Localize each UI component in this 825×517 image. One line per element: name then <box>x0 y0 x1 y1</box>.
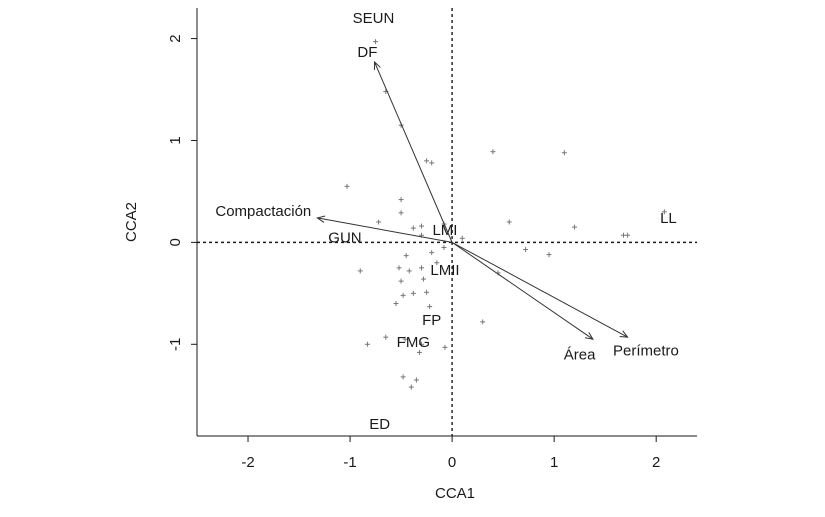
y-tick-label: 1 <box>167 136 184 144</box>
x-tick-label: -1 <box>343 454 356 471</box>
species-point <box>373 39 379 45</box>
plot-frame <box>196 8 697 437</box>
species-point <box>398 210 404 216</box>
species-point <box>441 244 447 250</box>
species-point <box>416 349 422 355</box>
species-point <box>408 384 414 390</box>
species-point <box>546 252 552 258</box>
arrow-label: Perímetro <box>613 342 679 359</box>
biplot-arrow <box>373 60 453 243</box>
arrow-label: Compactación <box>215 203 311 220</box>
species-point <box>424 289 430 295</box>
species-point <box>523 247 529 253</box>
site-label: GUN <box>328 229 361 246</box>
species-point <box>424 158 430 164</box>
y-tick-label: -1 <box>167 338 184 351</box>
site-label: FP <box>422 312 441 329</box>
species-point <box>393 301 399 307</box>
arrow-shaft <box>317 217 453 243</box>
species-point <box>418 223 424 229</box>
species-point <box>398 197 404 203</box>
species-point <box>400 292 406 298</box>
site-label: LMI <box>432 222 457 239</box>
species-point <box>344 183 350 189</box>
arrow-head <box>373 60 381 71</box>
species-point <box>418 341 424 347</box>
species-point <box>376 219 382 225</box>
biplot-arrow: Compactación <box>215 203 453 243</box>
species-point <box>434 260 440 266</box>
site-label: LMII <box>430 262 459 279</box>
species-point <box>383 334 389 340</box>
x-tick-label: 0 <box>448 454 456 471</box>
species-point <box>506 219 512 225</box>
arrow-shaft <box>374 61 453 243</box>
species-point <box>403 253 409 259</box>
species-point <box>459 235 465 241</box>
y-axis-title: CCA2 <box>123 202 140 242</box>
species-point <box>429 250 435 256</box>
reference-lines <box>197 8 697 436</box>
species-point <box>625 232 631 238</box>
site-label: LL <box>660 210 677 227</box>
species-point <box>429 160 435 166</box>
x-tick-label: -2 <box>241 454 254 471</box>
site-label: ED <box>369 416 390 433</box>
y-tick-label: 2 <box>167 34 184 42</box>
species-point <box>480 319 486 325</box>
species-point <box>490 149 496 155</box>
x-tick-label: 2 <box>652 454 660 471</box>
species-point <box>442 344 448 350</box>
site-label: FMG <box>397 334 430 351</box>
site-label: SEUN <box>353 10 395 27</box>
species-point <box>561 150 567 156</box>
species-point <box>396 265 402 271</box>
arrow-head <box>584 332 594 340</box>
species-point <box>427 304 433 310</box>
species-point <box>402 336 408 342</box>
species-point <box>357 268 363 274</box>
species-point <box>410 290 416 296</box>
biplot-arrow: Área <box>451 241 596 363</box>
species-point <box>364 341 370 347</box>
arrow-shaft <box>451 241 594 340</box>
species-point <box>421 276 427 282</box>
x-axis-title: CCA1 <box>435 485 475 502</box>
x-axis-ticks: -2 -1 0 1 2 <box>241 436 660 471</box>
biplot-arrows: Compactación Área Perímetro <box>215 60 679 363</box>
species-point <box>572 224 578 230</box>
species-point <box>661 209 667 215</box>
species-point <box>418 265 424 271</box>
site-label: DF <box>357 44 377 61</box>
arrow-shaft <box>451 241 628 338</box>
arrow-head <box>619 330 629 338</box>
species-points <box>344 39 667 390</box>
biplot-arrow: Perímetro <box>451 241 679 359</box>
site-labels: SEUN DF LL LMI GUN LMII FP FMG ED <box>328 10 676 433</box>
arrow-label: Área <box>564 346 596 363</box>
y-tick-label: 0 <box>167 238 184 246</box>
species-point <box>410 225 416 231</box>
y-axis-ticks: -1 0 1 2 <box>167 34 197 351</box>
species-point <box>413 377 419 383</box>
x-tick-label: 1 <box>550 454 558 471</box>
arrow-head <box>316 215 326 223</box>
species-point <box>400 374 406 380</box>
species-point <box>398 278 404 284</box>
species-point <box>406 268 412 274</box>
